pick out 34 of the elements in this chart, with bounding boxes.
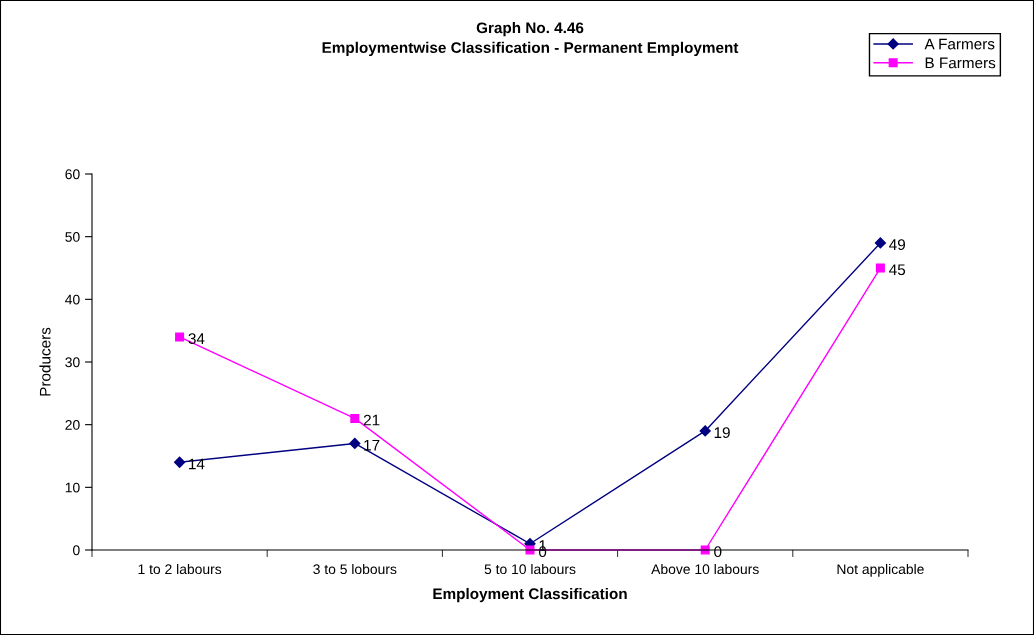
y-tick-label: 50 — [65, 232, 80, 242]
point — [350, 413, 360, 423]
data-label: 45 — [889, 264, 906, 276]
y-tick-label: 0 — [73, 545, 80, 556]
y-axis-title: Producers — [39, 327, 51, 396]
data-label: 21 — [363, 414, 380, 426]
legend-label: A Farmers — [924, 38, 995, 50]
data-label: 19 — [714, 427, 730, 439]
point — [175, 332, 185, 342]
point — [874, 237, 887, 249]
y-tick-label: 60 — [65, 169, 80, 180]
data-label: 34 — [188, 333, 205, 345]
y-tick-label: 40 — [65, 294, 80, 305]
data-label: 17 — [364, 439, 380, 451]
point — [173, 456, 186, 468]
y-tick-label: 30 — [65, 357, 80, 368]
x-tick-label: 3 to 5 lobours — [313, 563, 397, 575]
chart-title: Graph No. 4.46 Employmentwise Classification - Permanent Employment — [322, 22, 739, 57]
point — [349, 437, 361, 450]
point — [525, 545, 535, 555]
data-label: 14 — [189, 458, 205, 470]
legend-label: B Farmers — [925, 57, 996, 69]
x-tick-label: Above 10 labours — [651, 563, 759, 575]
x-tick-label: Not applicable — [837, 563, 924, 577]
point — [875, 263, 885, 273]
point — [699, 425, 711, 437]
data-label: 0 — [714, 546, 722, 558]
point — [700, 545, 710, 555]
x-tick-label: 5 to 10 labours — [484, 563, 576, 575]
data-label: 49 — [889, 239, 905, 251]
y-tick-label: 20 — [65, 420, 80, 430]
x-axis-title: Employment Classification — [433, 587, 627, 603]
y-tick-label: 10 — [65, 482, 80, 493]
x-tick-label: 1 to 2 labours — [138, 563, 222, 575]
